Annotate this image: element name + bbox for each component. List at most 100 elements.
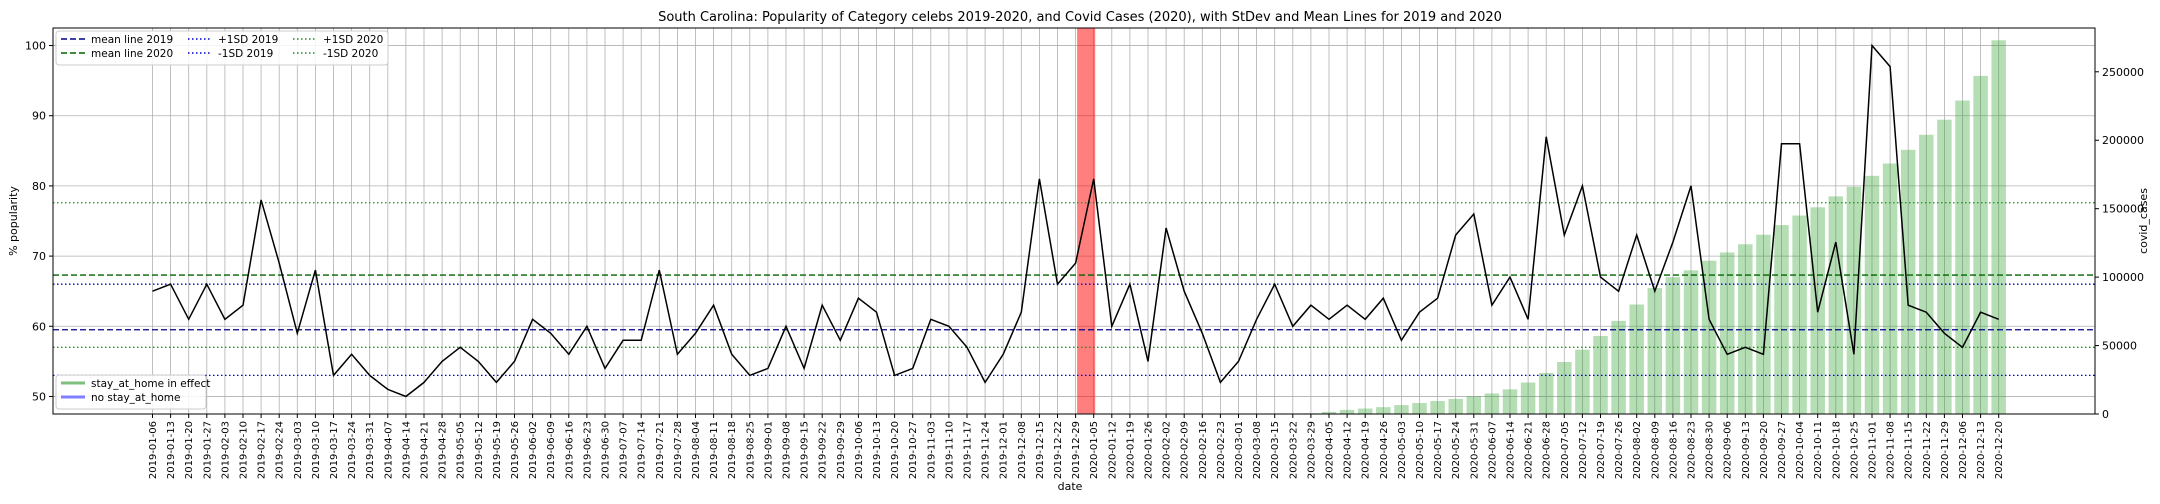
x-tick-label: 2020-10-25	[1849, 421, 1860, 479]
legend-top-label: +1SD 2019	[218, 34, 278, 46]
x-tick-label: 2020-03-15	[1270, 421, 1281, 479]
covid-cases-bar	[1629, 304, 1644, 414]
line-layer	[152, 43, 1999, 398]
x-tick-label: 2019-09-08	[782, 421, 793, 479]
x-tick-label: 2019-09-22	[818, 421, 829, 479]
x-tick-label: 2020-10-18	[1831, 421, 1842, 479]
x-tick-label: 2019-04-14	[401, 421, 412, 479]
x-tick-label: 2020-11-15	[1904, 421, 1915, 479]
x-tick-label: 2020-06-14	[1506, 421, 1517, 479]
x-tick-label: 2020-09-13	[1741, 421, 1752, 479]
ref-layer	[53, 202, 2095, 377]
x-tick-label: 2019-02-24	[275, 421, 286, 479]
covid-cases-bar	[1575, 349, 1590, 414]
covid-cases-bar	[1357, 408, 1373, 414]
covid-cases-bar	[1376, 407, 1391, 414]
y2-tick-label: 0	[2102, 408, 2109, 421]
x-tick-label: 2020-01-26	[1144, 421, 1155, 479]
covid-cases-bar	[1538, 372, 1554, 414]
covid-cases-bar	[1412, 403, 1427, 414]
covid-cases-bar	[1991, 40, 2006, 414]
x-tick-label: 2019-06-23	[582, 421, 593, 479]
x-tick-label: 2020-08-23	[1687, 421, 1698, 479]
covid-cases-bar	[1919, 134, 1934, 414]
legend-bottom-label: stay_at_home in effect	[91, 378, 210, 390]
x-tick-label: 2020-09-06	[1723, 421, 1734, 479]
x-tick-label: 2020-01-19	[1125, 421, 1136, 479]
x-tick-label: 2020-09-20	[1759, 421, 1770, 479]
highlight-layer	[1077, 28, 1096, 414]
y-axis-label: % popularity	[7, 186, 20, 256]
x-tick-label: 2020-05-17	[1433, 421, 1444, 479]
x-tick-label: 2019-02-10	[239, 421, 250, 479]
x-tick-label: 2020-02-02	[1162, 421, 1173, 479]
covid-cases-bar	[1774, 225, 1789, 414]
x-tick-label: 2019-07-28	[673, 421, 684, 479]
x-tick-label: 2020-04-19	[1361, 421, 1372, 479]
covid-cases-bar	[1937, 119, 1952, 414]
x-tick-label: 2019-01-27	[202, 421, 213, 479]
x-tick-label: 2019-12-15	[1035, 421, 1046, 479]
x-tick-label: 2019-11-03	[926, 421, 937, 479]
bars-layer	[1303, 40, 2006, 415]
y-tick-label: 80	[32, 180, 46, 193]
legend-top-label: mean line 2019	[91, 34, 173, 46]
y2-tick-label: 50000	[2102, 340, 2137, 353]
x-tick-label: 2020-04-12	[1343, 421, 1354, 479]
y2-tick-label: 100000	[2102, 271, 2144, 284]
popularity-line	[152, 43, 1999, 398]
x-tick-label: 2020-06-21	[1524, 421, 1535, 479]
x-tick-label: 2019-11-10	[944, 421, 955, 479]
x-tick-label: 2020-07-19	[1596, 421, 1607, 479]
x-tick-label: 2019-12-29	[1071, 421, 1082, 479]
x-tick-label: 2019-05-12	[474, 421, 485, 479]
covid-cases-bar	[1864, 175, 1880, 414]
covid-cases-bar	[1882, 163, 1898, 414]
x-tick-label: 2019-01-13	[166, 421, 177, 479]
x-tick-label: 2020-05-24	[1451, 421, 1462, 479]
x-tick-label: 2019-10-06	[854, 421, 865, 479]
covid-cases-bar	[1846, 186, 1862, 414]
x-tick-label: 2019-02-17	[257, 421, 268, 479]
x-tick-label: 2020-08-30	[1705, 421, 1716, 479]
x-tick-label: 2019-09-01	[763, 421, 774, 479]
covid-cases-bar	[1557, 361, 1572, 414]
chart-title: South Carolina: Popularity of Category c…	[658, 10, 1502, 25]
legend-top-label: -1SD 2020	[323, 48, 378, 60]
x-tick-label: 2019-10-27	[908, 421, 919, 479]
x-tick-label: 2019-12-22	[1053, 421, 1064, 479]
x-tick-label: 2019-11-24	[981, 421, 992, 479]
x-tick-label: 2020-06-07	[1487, 421, 1498, 479]
x-axis-label: date	[1058, 480, 1083, 493]
y2-axis: 0 50000 100000 150000 200000 250000	[2095, 66, 2144, 421]
x-tick-label: 2019-01-06	[148, 421, 159, 479]
x-tick-label: 2019-06-02	[528, 421, 539, 479]
covid-cases-bar	[1719, 252, 1735, 414]
x-tick-label: 2019-07-14	[637, 421, 648, 479]
x-tick-label: 2020-12-06	[1958, 421, 1969, 479]
x-tick-label: 2020-07-26	[1614, 421, 1625, 479]
y2-axis-label: covid_cases	[2137, 188, 2150, 254]
x-axis: 2019-01-06 2019-01-13 2019-01-20 2019-01-27…	[148, 414, 2005, 479]
x-tick-label: 2020-01-12	[1107, 421, 1118, 479]
legend-top-label: mean line 2020	[91, 48, 173, 60]
x-tick-label: 2019-01-20	[184, 421, 195, 479]
plot-frame	[52, 27, 2096, 415]
x-tick-label: 2020-01-05	[1089, 421, 1100, 479]
x-tick-label: 2019-06-09	[546, 421, 557, 479]
x-tick-label: 2020-11-01	[1868, 421, 1879, 479]
y-tick-label: 70	[32, 250, 46, 263]
y-tick-label: 90	[32, 110, 46, 123]
stay-at-home-highlight	[1077, 28, 1096, 414]
y-tick-label: 60	[32, 320, 46, 333]
x-tick-label: 2020-11-29	[1940, 421, 1951, 479]
legend-bottom-box	[55, 374, 207, 410]
x-tick-label: 2020-08-02	[1632, 421, 1643, 479]
x-tick-label: 2019-03-31	[365, 421, 376, 479]
covid-cases-bar	[1683, 270, 1699, 414]
x-tick-label: 2019-05-19	[492, 421, 503, 479]
x-tick-label: 2020-03-22	[1288, 421, 1299, 479]
covid-cases-bar	[1520, 382, 1536, 414]
legend-top-label: -1SD 2019	[218, 48, 273, 60]
covid-cases-bar	[1593, 335, 1608, 414]
